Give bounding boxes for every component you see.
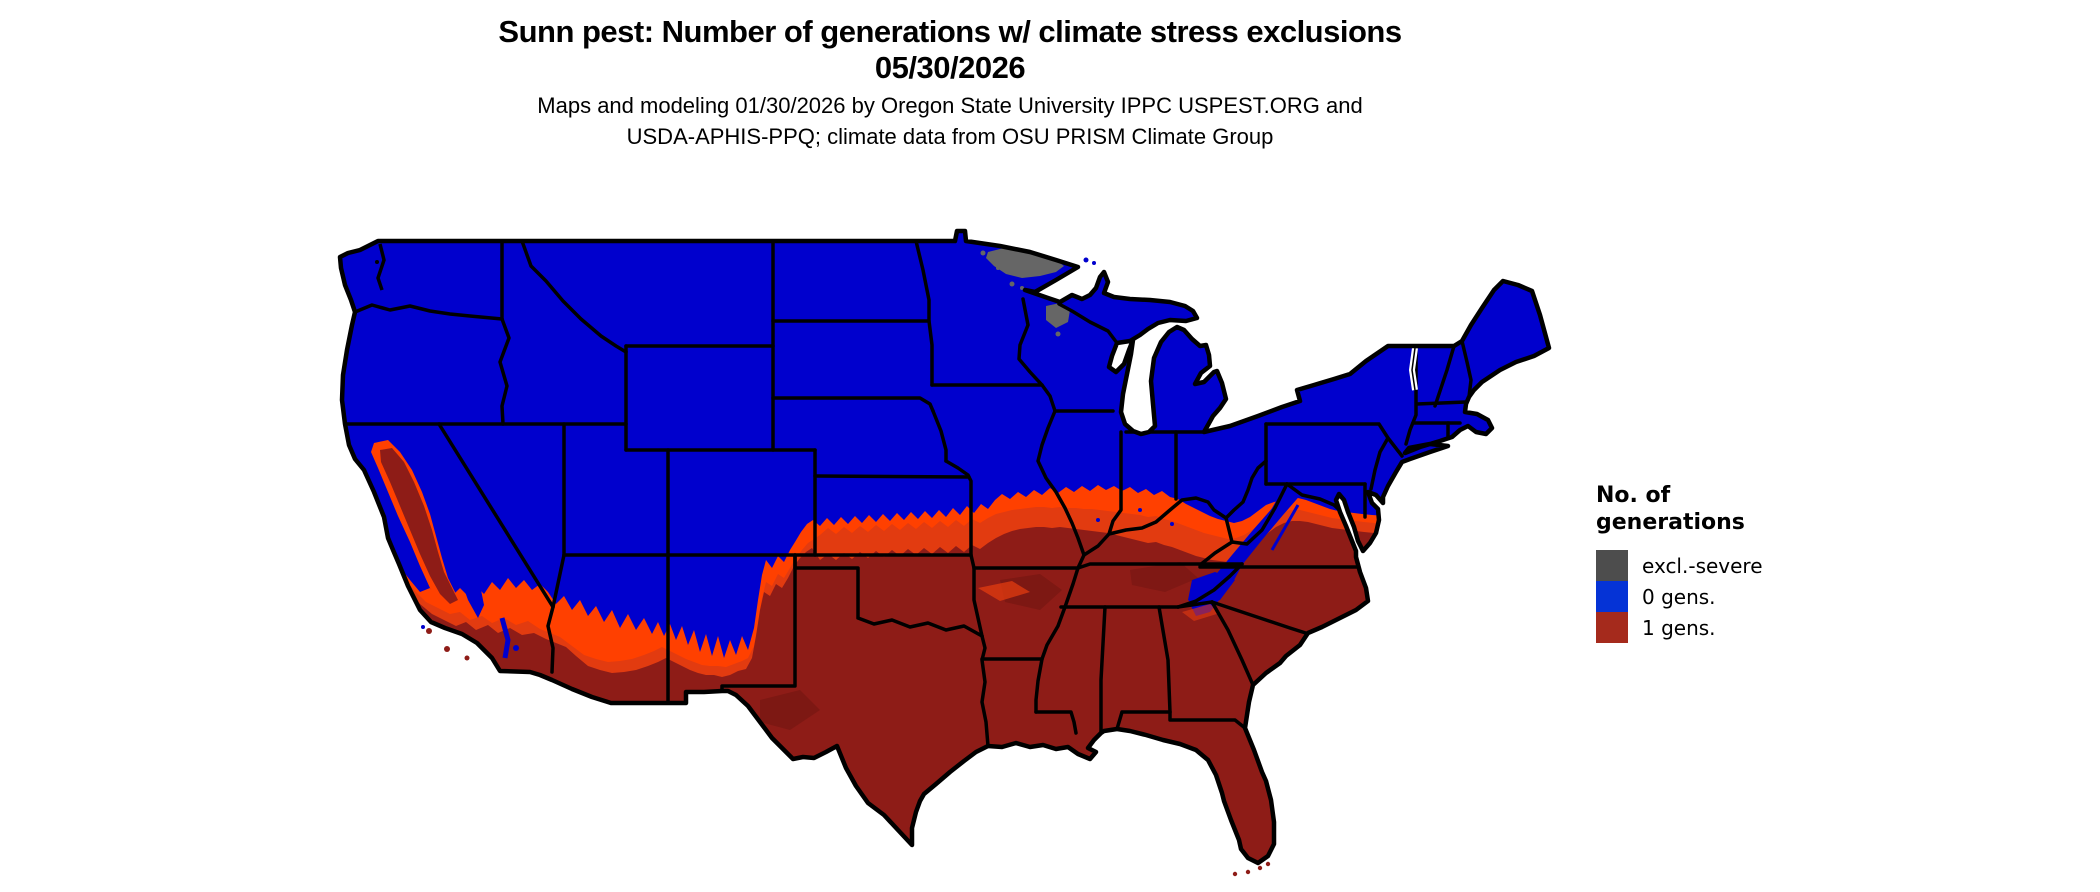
- border-ne-ks: [813, 474, 971, 479]
- border-ms-al: [1099, 605, 1107, 735]
- bigbend-dark-texture: [760, 690, 820, 730]
- border-fl-north: [1115, 710, 1247, 731]
- state-borders: [343, 239, 1473, 748]
- border-nh-me: [1460, 339, 1473, 399]
- border-la-ms: [1034, 710, 1078, 735]
- band-blue-speck-3: [1096, 518, 1100, 522]
- isle-royale-2: [1092, 261, 1096, 265]
- border-tn-north: [1076, 562, 1244, 570]
- legend-label-0-gens: 0 gens.: [1642, 584, 1716, 609]
- border-ok-panhandle: [793, 553, 984, 638]
- owens-valley-blue: [452, 540, 484, 618]
- border-mn-west: [914, 239, 934, 387]
- legend-item-0-gens: 0 gens.: [1596, 581, 1896, 612]
- border-mississippi-river: [1017, 297, 1086, 714]
- border-ny-pa-nj: [1264, 422, 1404, 491]
- salton-blue-dot: [513, 645, 519, 651]
- isle-royale-1: [1083, 257, 1089, 263]
- us-outline: [337, 228, 1552, 866]
- border-id-mt: [520, 239, 628, 354]
- subtitle-line-2: USDA-APHIS-PPQ; climate data from OSU PR…: [626, 124, 1274, 149]
- band-blue-speck-1: [1138, 508, 1142, 512]
- ouachita-orange-ridge: [978, 581, 1030, 601]
- border-ma-north: [1415, 400, 1468, 406]
- florida-key-4: [1265, 861, 1271, 867]
- border-nc-ga: [1176, 600, 1214, 609]
- channel-island-4: [421, 625, 425, 629]
- georgia-orange-ridge: [1182, 604, 1220, 621]
- border-al-ga: [1157, 605, 1172, 714]
- border-tn-nc: [1176, 562, 1244, 609]
- lake-champlain-edge: [1411, 347, 1416, 391]
- legend-title-line-1: No. of: [1596, 483, 1671, 508]
- page-subtitle: Maps and modeling 01/30/2026 by Oregon S…: [0, 90, 1900, 152]
- legend-item-excl-severe: excl.-severe: [1596, 550, 1896, 581]
- florida-key-3: [1257, 865, 1263, 871]
- excluded-gray-dot-5: [1055, 331, 1061, 337]
- salton-blue-streak: [499, 617, 511, 659]
- excluded-gray-dot-3: [1009, 281, 1015, 287]
- central-valley-core: [380, 448, 458, 604]
- border-ca-nv: [437, 422, 555, 674]
- excluded-gray-dot-1: [980, 250, 986, 256]
- border-il-in: [1107, 430, 1123, 536]
- border-tx-la: [980, 634, 990, 748]
- border-mo-west: [944, 459, 984, 638]
- legend-item-1-gens: 1 gens.: [1596, 612, 1896, 643]
- legend-label-1-gens: 1 gens.: [1642, 615, 1716, 640]
- blue-ridge-streak-2: [1270, 504, 1300, 551]
- legend: No. of generations excl.-severe 0 gens. …: [1596, 482, 1896, 643]
- border-wi-mi: [1057, 302, 1119, 345]
- border-ohio-river: [1082, 459, 1268, 557]
- cumberland-dark-texture: [1130, 562, 1198, 592]
- legend-title-line-2: generations: [1596, 510, 1745, 535]
- band-blue-speck-2: [1170, 522, 1174, 526]
- channel-island-2: [444, 646, 450, 652]
- title-line-2: 05/30/2026: [874, 50, 1026, 85]
- border-ia-ne: [931, 409, 948, 463]
- border-sd-ne: [771, 396, 935, 413]
- legend-swatch-excl-severe: [1596, 550, 1628, 581]
- border-wv-va: [1230, 482, 1289, 546]
- legend-title: No. of generations: [1596, 482, 1896, 536]
- border-nv-az: [551, 553, 566, 609]
- border-nc-sc: [1210, 600, 1317, 638]
- border-ga-sc: [1210, 600, 1255, 687]
- legend-swatch-1-gens: [1596, 612, 1628, 643]
- border-wa-or: [353, 303, 504, 321]
- channel-island-1: [426, 628, 432, 634]
- legend-swatch-0-gens: [1596, 581, 1628, 612]
- border-or-id: [498, 317, 511, 426]
- florida-key-1: [1232, 871, 1238, 877]
- excluded-gray-minnesota: [986, 248, 1064, 278]
- puget-sound-inlet: [376, 243, 386, 291]
- excluded-gray-dot-2: [996, 266, 1000, 270]
- channel-island-3: [464, 655, 470, 661]
- border-ky-va: [1198, 540, 1234, 567]
- border-ky-wv: [1224, 516, 1234, 544]
- excluded-gray-wisconsin: [1046, 303, 1070, 328]
- legend-label-excl-severe: excl.-severe: [1642, 553, 1763, 578]
- subtitle-line-1: Maps and modeling 01/30/2026 by Oregon S…: [537, 93, 1363, 118]
- ozark-dark-texture: [1000, 574, 1062, 610]
- puget-island: [375, 260, 379, 264]
- border-vt-nh: [1433, 344, 1456, 408]
- page-title: Sunn pest: Number of generations w/ clim…: [0, 14, 1900, 86]
- florida-key-2: [1245, 869, 1251, 875]
- title-line-1: Sunn pest: Number of generations w/ clim…: [498, 14, 1402, 49]
